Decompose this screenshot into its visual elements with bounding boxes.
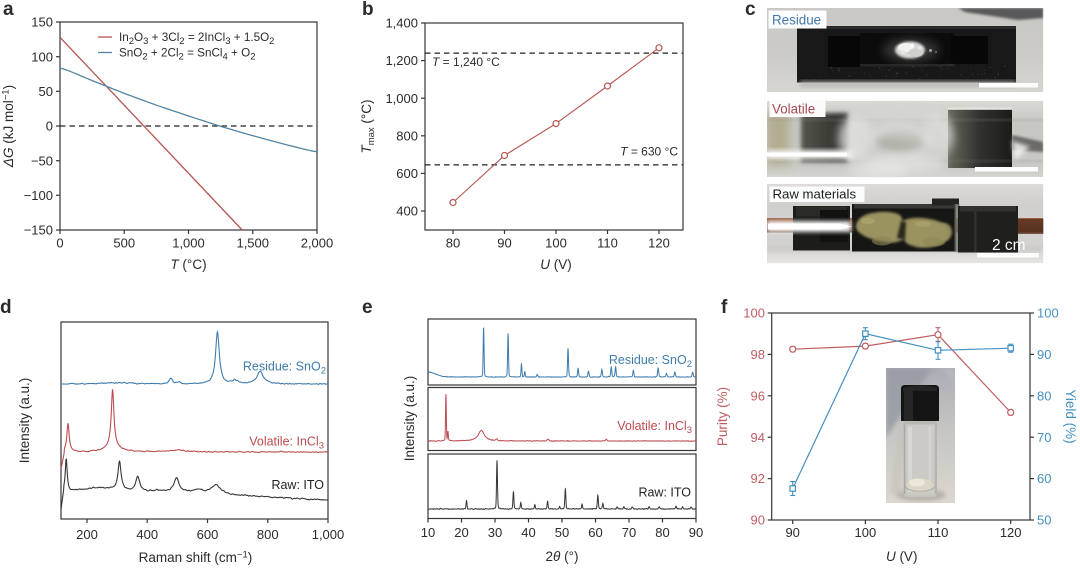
svg-text:1,200: 1,200 xyxy=(385,53,418,68)
svg-text:120: 120 xyxy=(648,236,670,251)
svg-text:98: 98 xyxy=(751,347,765,362)
svg-text:10: 10 xyxy=(421,525,435,540)
svg-text:Volatile: Volatile xyxy=(772,102,815,117)
svg-text:Volatile: InCl3: Volatile: InCl3 xyxy=(249,435,324,452)
svg-text:100: 100 xyxy=(545,236,567,251)
svg-text:800: 800 xyxy=(257,527,279,542)
svg-text:d: d xyxy=(0,297,12,318)
svg-text:Purity (%): Purity (%) xyxy=(715,387,730,446)
svg-text:1,500: 1,500 xyxy=(236,236,269,251)
svg-text:70: 70 xyxy=(1037,430,1051,445)
svg-text:100: 100 xyxy=(743,306,765,321)
svg-text:100: 100 xyxy=(1037,306,1059,321)
svg-text:Volatile: InCl3: Volatile: InCl3 xyxy=(617,419,692,436)
svg-text:120: 120 xyxy=(1000,525,1022,540)
svg-text:150: 150 xyxy=(31,15,53,30)
svg-text:110: 110 xyxy=(928,525,949,540)
svg-text:100: 100 xyxy=(31,49,53,64)
svg-text:Intensity (a.u.): Intensity (a.u.) xyxy=(17,378,32,464)
svg-text:60: 60 xyxy=(1037,471,1051,486)
svg-text:60: 60 xyxy=(588,525,602,540)
svg-text:Raw materials: Raw materials xyxy=(773,186,857,201)
svg-text:40: 40 xyxy=(521,525,535,540)
svg-text:2θ (°): 2θ (°) xyxy=(546,549,579,564)
svg-text:92: 92 xyxy=(751,471,765,486)
svg-text:400: 400 xyxy=(136,527,158,542)
svg-text:T = 1,240 °C: T = 1,240 °C xyxy=(432,55,500,69)
svg-text:Residue: Residue xyxy=(772,12,821,27)
svg-text:f: f xyxy=(721,297,728,318)
svg-text:1,400: 1,400 xyxy=(385,16,418,31)
svg-text:Raw: ITO: Raw: ITO xyxy=(638,486,691,500)
svg-text:b: b xyxy=(362,0,374,20)
svg-text:ΔG (kJ mol−1): ΔG (kJ mol−1) xyxy=(1,85,17,168)
svg-text:94: 94 xyxy=(751,430,765,445)
svg-text:T (°C): T (°C) xyxy=(170,257,206,272)
svg-text:−50: −50 xyxy=(31,153,53,168)
svg-text:80: 80 xyxy=(1037,388,1051,403)
svg-text:a: a xyxy=(3,0,14,20)
svg-text:U (V): U (V) xyxy=(886,549,918,564)
svg-text:100: 100 xyxy=(855,525,877,540)
svg-text:90: 90 xyxy=(785,525,799,540)
svg-text:2,000: 2,000 xyxy=(301,236,334,251)
svg-text:−150: −150 xyxy=(24,223,53,238)
svg-text:Intensity (a.u.): Intensity (a.u.) xyxy=(402,376,417,462)
svg-text:SnO2 + 2Cl2 = SnCl4 + O2: SnO2 + 2Cl2 = SnCl4 + O2 xyxy=(119,47,256,63)
svg-text:T = 630 °C: T = 630 °C xyxy=(620,145,678,159)
svg-text:50: 50 xyxy=(555,525,569,540)
svg-text:30: 30 xyxy=(488,525,502,540)
svg-text:0: 0 xyxy=(56,236,63,251)
svg-text:Tmax (°C): Tmax (°C) xyxy=(359,99,377,153)
svg-text:50: 50 xyxy=(1037,513,1051,528)
svg-text:1,000: 1,000 xyxy=(172,236,205,251)
svg-text:0: 0 xyxy=(46,119,53,134)
svg-text:U (V): U (V) xyxy=(540,257,572,272)
svg-text:80: 80 xyxy=(655,525,669,540)
svg-text:80: 80 xyxy=(446,236,460,251)
svg-text:200: 200 xyxy=(76,527,98,542)
svg-text:Raw: ITO: Raw: ITO xyxy=(271,478,324,492)
svg-text:2 cm: 2 cm xyxy=(992,237,1026,254)
svg-text:400: 400 xyxy=(396,204,418,219)
svg-text:96: 96 xyxy=(751,388,765,403)
svg-text:1,000: 1,000 xyxy=(312,527,345,542)
svg-text:90: 90 xyxy=(497,236,511,251)
svg-text:110: 110 xyxy=(597,236,618,251)
svg-text:50: 50 xyxy=(39,84,53,99)
svg-text:Residue: SnO2: Residue: SnO2 xyxy=(609,353,692,370)
svg-text:e: e xyxy=(362,297,373,318)
svg-text:−100: −100 xyxy=(24,188,53,203)
svg-text:90: 90 xyxy=(751,513,765,528)
svg-text:Residue: SnO2: Residue: SnO2 xyxy=(243,360,326,377)
svg-text:20: 20 xyxy=(454,525,468,540)
svg-text:600: 600 xyxy=(197,527,219,542)
svg-text:90: 90 xyxy=(689,525,703,540)
svg-text:In2O3 + 3Cl2 = 2InCl3 + 1.5O2: In2O3 + 3Cl2 = 2InCl3 + 1.5O2 xyxy=(119,31,274,47)
svg-text:1,000: 1,000 xyxy=(385,91,418,106)
svg-text:600: 600 xyxy=(396,166,418,181)
svg-text:90: 90 xyxy=(1037,347,1051,362)
svg-text:800: 800 xyxy=(396,128,418,143)
svg-text:500: 500 xyxy=(113,236,135,251)
svg-text:Raman shift (cm−1): Raman shift (cm−1) xyxy=(139,550,253,566)
svg-text:c: c xyxy=(745,0,756,20)
svg-text:Yield (%): Yield (%) xyxy=(1063,389,1078,443)
svg-text:70: 70 xyxy=(622,525,636,540)
